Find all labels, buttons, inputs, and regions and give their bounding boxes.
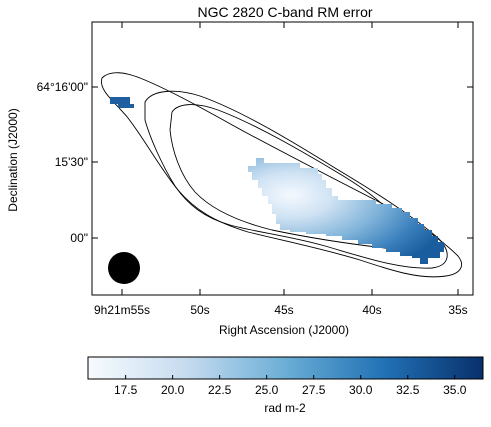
figure-title: NGC 2820 C-band RM error bbox=[197, 4, 372, 20]
colorbar-tick-label: 35.0 bbox=[443, 383, 467, 397]
colorbar bbox=[87, 356, 484, 380]
dec-tick-label: 64°16'00" bbox=[37, 80, 88, 94]
beam-ellipse bbox=[108, 252, 140, 284]
colorbar-tick-label: 20.0 bbox=[161, 383, 185, 397]
x-axis-label: Right Ascension (J2000) bbox=[219, 323, 349, 337]
ra-tick-label: 50s bbox=[190, 303, 209, 317]
colorbar-tick-label: 32.5 bbox=[396, 383, 420, 397]
ra-tick-label: 35s bbox=[448, 303, 467, 317]
y-axis-label: Declination (J2000) bbox=[6, 108, 20, 211]
colorbar-tick-label: 22.5 bbox=[208, 383, 232, 397]
dec-tick-marks bbox=[92, 86, 473, 239]
dec-tick-label: 15'30" bbox=[55, 155, 88, 169]
colorbar-tick-label: 27.5 bbox=[302, 383, 326, 397]
colorbar-ticks: 17.5 20.0 22.5 25.0 27.5 30.0 32.5 35.0 bbox=[114, 375, 467, 397]
ra-tick-label: 45s bbox=[274, 303, 293, 317]
ra-tick-marks bbox=[121, 22, 459, 295]
contour-middle bbox=[144, 90, 448, 269]
colorbar-label: rad m-2 bbox=[264, 401, 306, 415]
ra-tick-label: 9h21m55s bbox=[94, 303, 150, 317]
rm-error-patch-small bbox=[110, 97, 134, 108]
rm-error-region bbox=[248, 158, 444, 264]
ra-tick-label: 40s bbox=[362, 303, 381, 317]
colorbar-tick-label: 25.0 bbox=[255, 383, 279, 397]
dec-tick-label: 00" bbox=[70, 231, 88, 245]
colorbar-tick-label: 17.5 bbox=[114, 383, 138, 397]
colorbar-tick-label: 30.0 bbox=[349, 383, 373, 397]
contour-outer bbox=[100, 72, 462, 278]
